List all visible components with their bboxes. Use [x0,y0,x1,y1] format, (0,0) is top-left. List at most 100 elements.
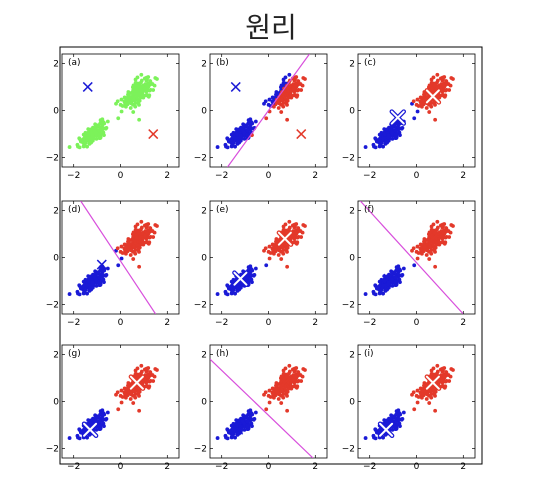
data-point [279,257,284,261]
data-point [225,145,230,150]
data-point [141,240,145,245]
data-point [86,132,91,137]
data-point [133,77,138,82]
data-point [295,379,300,384]
panel-label: (c) [364,58,376,68]
data-point [300,374,305,379]
data-point [289,93,293,98]
data-point [448,83,453,88]
data-point [398,133,402,138]
data-point [443,379,448,384]
data-point [119,109,124,114]
data-point [225,136,230,141]
data-point [377,279,382,284]
data-point [97,134,102,138]
blue-center-marker [81,421,99,438]
red-center-marker [427,233,438,244]
panel-label: (f) [364,205,374,215]
red-center-marker [424,374,442,391]
data-point [303,224,307,228]
data-point [429,368,434,373]
data-point [281,91,285,96]
y-tick-label: 0 [201,398,207,408]
data-point [279,110,284,114]
data-point [105,119,110,124]
data-point [102,133,106,138]
data-point [141,93,145,98]
data-point [139,363,144,368]
data-point [148,79,153,84]
data-point [427,230,432,235]
data-point [215,436,220,440]
y-tick-label: 2 [201,350,207,360]
data-point [277,248,282,253]
data-point [83,287,88,292]
data-point [390,427,395,432]
data-point [245,425,250,429]
blue-center-marker [389,109,407,126]
data-point [242,427,247,432]
data-point [411,246,416,251]
data-point [442,385,447,390]
data-point [245,134,250,138]
data-point [94,283,99,288]
data-point [120,251,125,255]
data-point [115,99,120,104]
panel-label: (h) [216,349,229,359]
data-point [67,436,72,440]
data-point [398,268,403,273]
data-point [419,248,423,252]
data-point [442,94,447,99]
data-point [116,263,121,268]
y-tick-label: 0 [349,107,355,117]
data-point [435,225,440,230]
data-point [133,371,138,376]
y-tick-label: −2 [46,445,59,455]
data-point [401,410,406,415]
data-point [276,397,281,401]
red-center-marker [128,374,146,391]
data-point [285,374,290,379]
data-point [398,412,403,417]
plot-content [363,363,455,441]
data-point [253,119,258,124]
data-point [120,395,125,399]
data-point [96,270,101,275]
data-point [87,140,92,145]
data-point [296,370,301,375]
data-point [373,292,378,297]
data-point [116,407,121,412]
data-point [148,370,153,375]
data-point [237,418,241,423]
data-point [300,230,305,235]
data-point [373,283,378,288]
data-point [245,420,250,424]
data-point [451,77,455,81]
data-point [81,279,86,284]
data-point [137,389,142,394]
data-point [433,249,437,254]
data-point [234,418,239,423]
data-point [119,97,124,102]
data-point [401,266,406,271]
data-point [128,253,133,257]
data-point [287,225,292,230]
data-point [444,226,449,231]
y-tick-label: 0 [349,398,355,408]
y-tick-label: 2 [53,350,59,360]
x-tick-label: −2 [363,171,376,181]
panel-grid: −2 0 2 −2 0 2 (a) −2 0 2 −2 0 2 (b) −2 0 2 −2 0 2 (c) −2 0 2 −2 0… [46,53,476,472]
data-point [155,77,159,81]
data-point [287,219,292,224]
data-point [281,368,286,373]
data-point [433,264,438,269]
data-point [303,368,307,372]
data-point [67,292,72,296]
decision-boundary [210,358,314,458]
data-point [120,104,125,108]
data-point [139,369,144,374]
y-tick-label: 2 [53,206,59,216]
data-point [274,389,279,393]
plot-content [67,72,159,150]
data-point [291,377,295,382]
